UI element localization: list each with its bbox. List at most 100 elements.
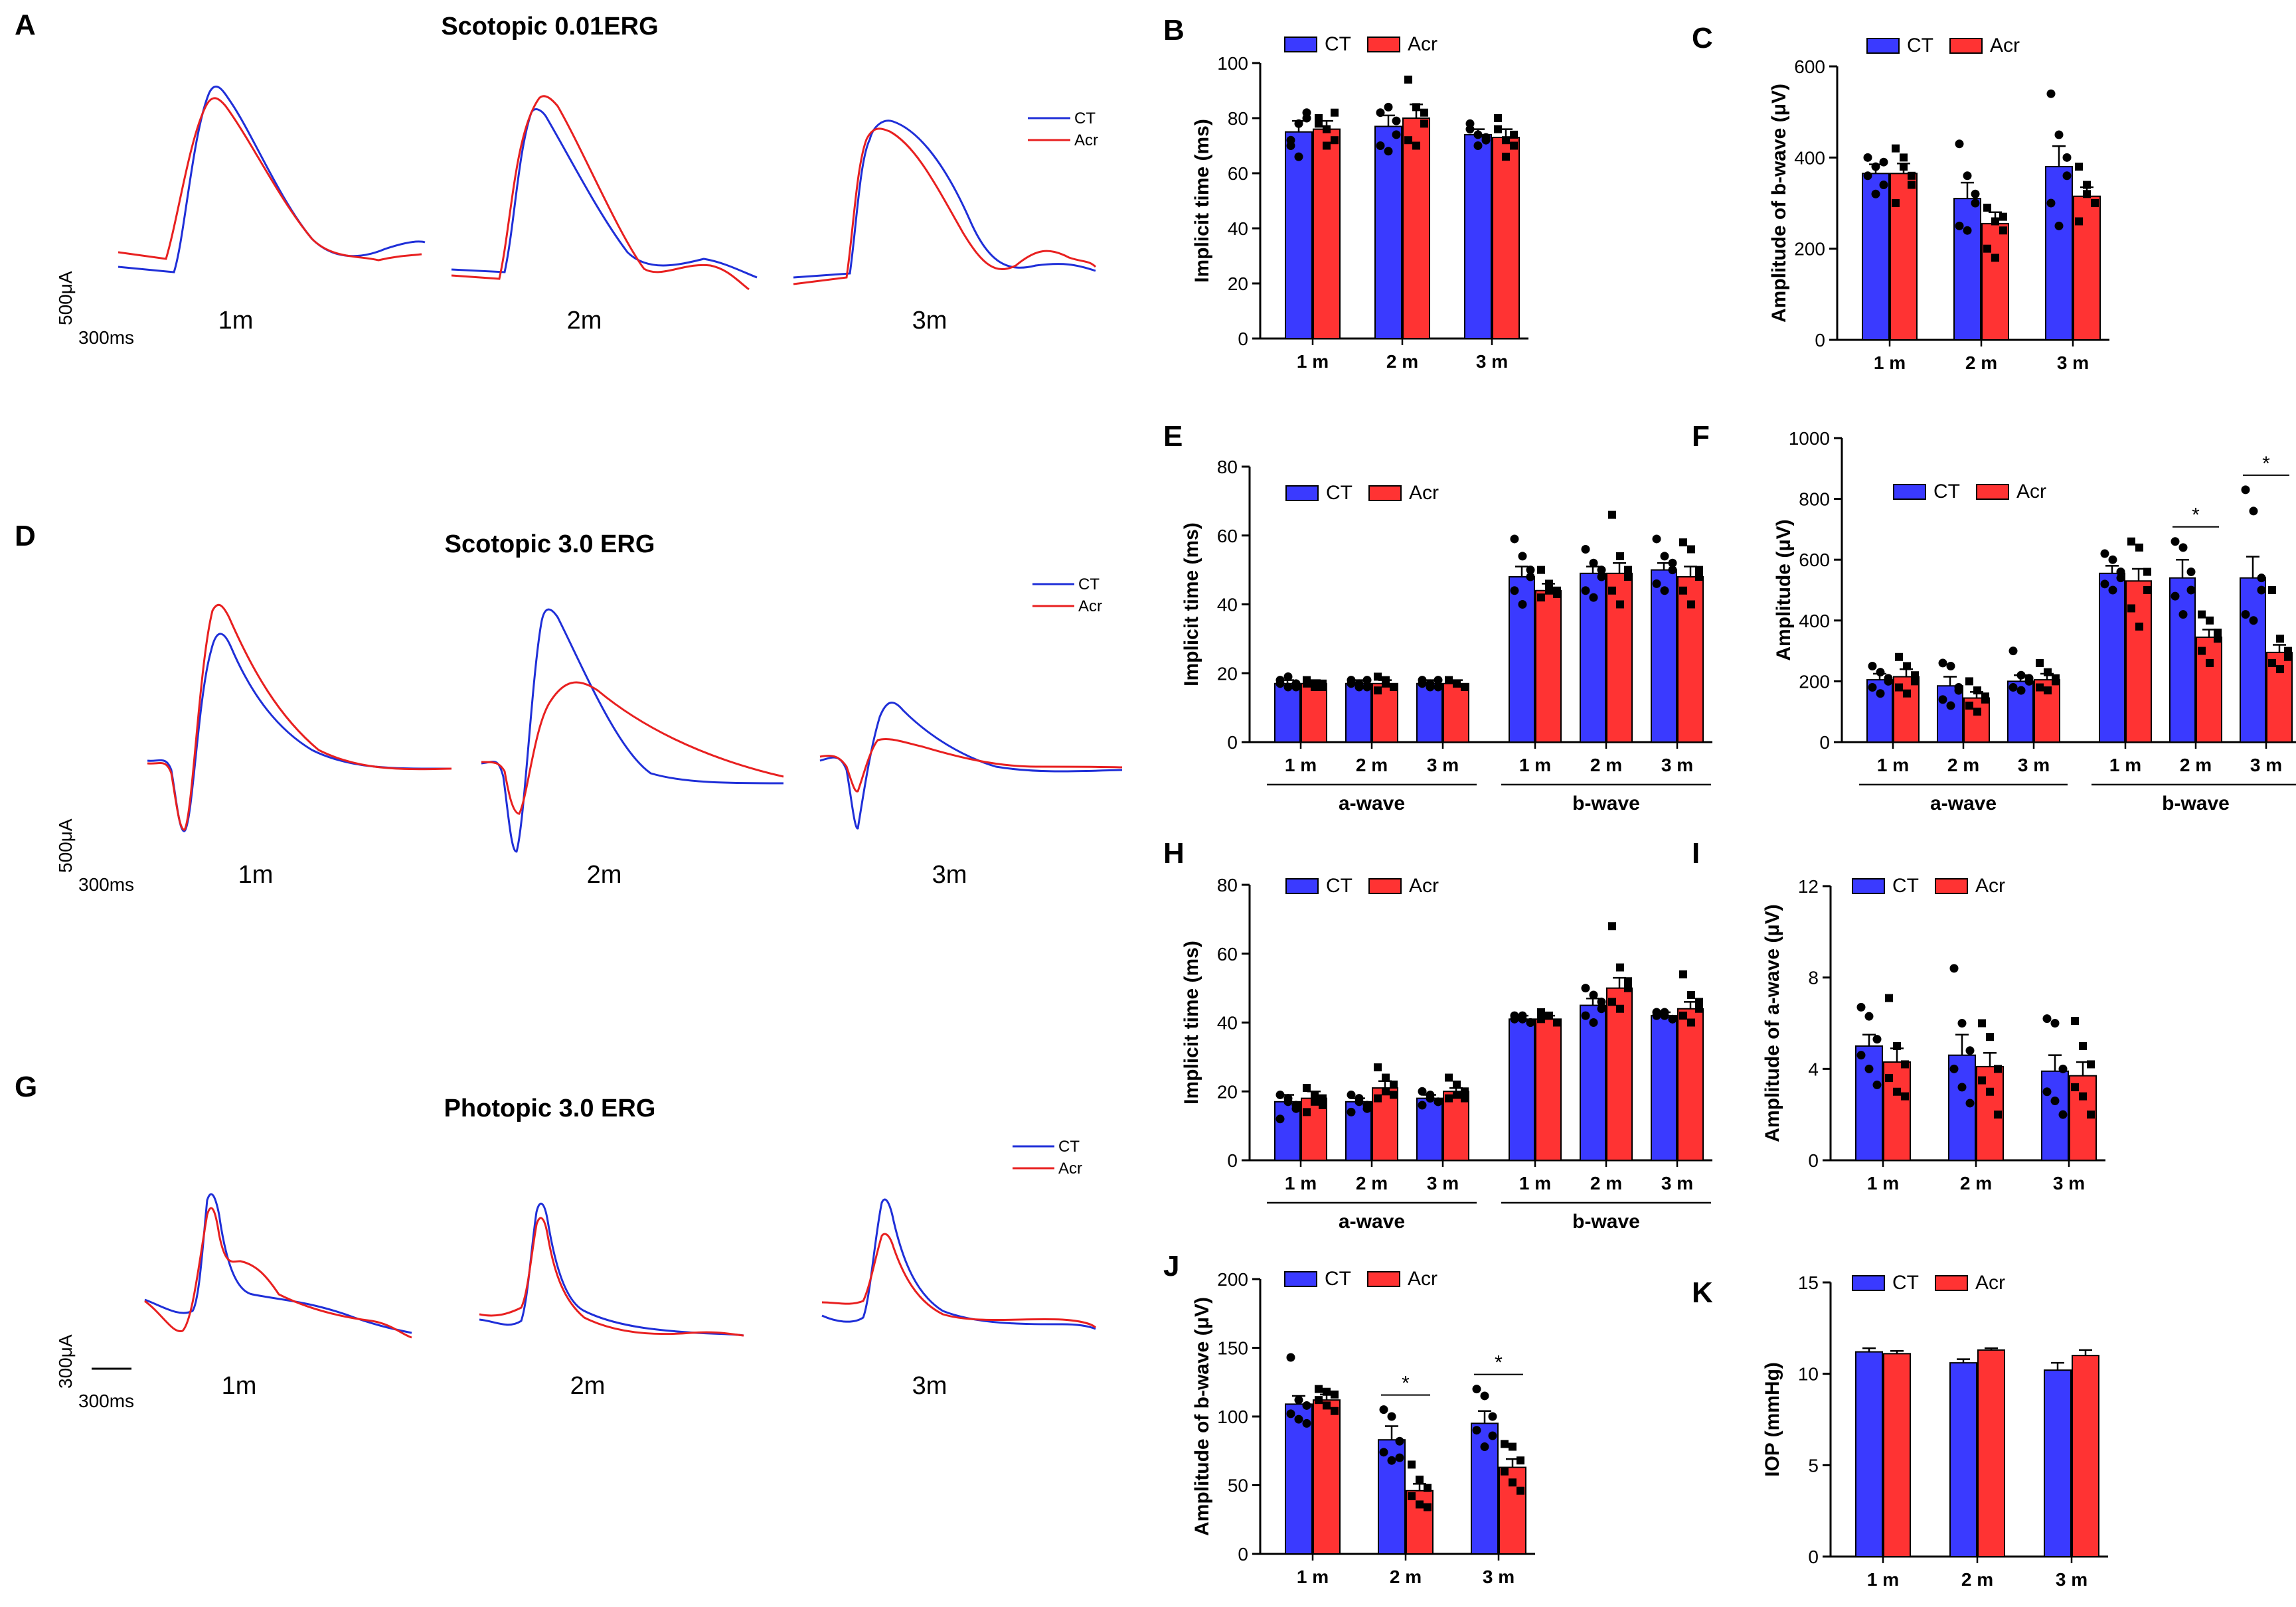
point-acr — [1311, 1091, 1319, 1099]
point-acr — [1616, 963, 1624, 972]
point-ct — [2058, 1110, 2068, 1119]
point-acr — [1382, 1073, 1390, 1082]
point-acr — [2079, 1092, 2087, 1101]
y-axis-label: IOP (mmHg) — [1762, 1362, 1783, 1477]
point-acr — [1983, 203, 1991, 212]
x-tick-label: 1 m — [1874, 352, 1906, 373]
point-acr — [1303, 1108, 1311, 1116]
chart-k-iop: 0 5 10 15 IOP (mmHg) 1 m 2 m 3 m CT Acr — [1762, 1272, 2108, 1590]
point-acr — [1978, 1076, 1986, 1085]
x-tick-label: 1 m — [1867, 1173, 1899, 1193]
x-tick-label: 1 m — [1297, 351, 1329, 372]
trace-g-3m-acr — [821, 1233, 1097, 1329]
chart-f-amplitude: 0 200 400 600 800 1000 Amplitude (μV) 1 m 2 m 3 m… — [1773, 428, 2296, 814]
scale-time-d: 300ms — [78, 874, 134, 895]
point-ct — [1589, 1018, 1598, 1027]
point-acr — [1319, 1094, 1327, 1103]
point-ct — [2050, 1097, 2060, 1106]
point-ct — [2100, 579, 2109, 589]
point-ct — [1488, 1412, 1497, 1421]
point-ct — [1957, 1019, 1967, 1028]
point-ct — [1518, 600, 1527, 609]
point-ct — [2042, 1014, 2052, 1024]
point-acr — [1404, 75, 1412, 84]
legend-swatch-ct — [1852, 1275, 1885, 1291]
point-acr — [1973, 708, 1981, 716]
point-ct — [1286, 135, 1295, 145]
scale-amp-d: 500μA — [55, 818, 76, 873]
point-acr — [1408, 1460, 1416, 1469]
point-ct — [1589, 593, 1598, 602]
point-acr — [1965, 702, 1973, 710]
point-ct — [1949, 964, 1959, 973]
bar-ct — [1953, 198, 1981, 341]
point-ct — [1283, 1094, 1293, 1103]
point-acr — [1983, 244, 1991, 253]
point-acr — [2206, 616, 2214, 625]
point-acr — [1494, 125, 1502, 133]
point-acr — [1994, 1110, 2002, 1119]
point-acr — [1374, 1094, 1382, 1103]
point-acr — [2044, 668, 2052, 676]
point-ct — [2171, 537, 2180, 546]
point-acr — [1999, 212, 2007, 221]
x-tick-label: 1 m — [2109, 755, 2141, 775]
point-acr — [1501, 1440, 1509, 1448]
point-ct — [1347, 1090, 1356, 1099]
x-tick-label: 3 m — [1476, 351, 1508, 372]
point-acr — [2135, 622, 2143, 631]
point-acr — [1315, 119, 1323, 128]
point-ct — [1938, 658, 1947, 668]
bar-acr — [1606, 572, 1633, 743]
y-tick-label: 0 — [1238, 329, 1248, 349]
point-acr — [2198, 647, 2206, 655]
y-tick-label: 0 — [1238, 1544, 1248, 1565]
bar-ct — [2240, 577, 2266, 743]
point-ct — [1362, 1104, 1372, 1113]
point-ct — [1354, 1094, 1364, 1103]
x-tick-label: 1 m — [1519, 1173, 1551, 1193]
point-ct — [2062, 171, 2072, 181]
point-ct — [2257, 585, 2266, 595]
point-ct — [1302, 1418, 1311, 1428]
y-axis-label: Amplitude of b-wave (μV) — [1191, 1297, 1213, 1536]
point-ct — [2100, 549, 2109, 558]
point-acr — [1537, 566, 1545, 574]
point-acr — [1374, 1063, 1382, 1071]
bar-ct — [2045, 166, 2073, 341]
point-ct — [1275, 1114, 1285, 1124]
point-acr — [1545, 1012, 1553, 1020]
point-acr — [1390, 1091, 1398, 1099]
legend-label-acr: Acr — [2016, 481, 2046, 502]
legend-label-ct: CT — [1892, 1272, 1919, 1294]
x-tick-label: 2 m — [1590, 1173, 1622, 1193]
y-tick-label: 0 — [1815, 330, 1825, 350]
point-ct — [1294, 1395, 1303, 1405]
bar-ct — [1651, 569, 1677, 743]
point-ct — [1597, 1004, 1606, 1014]
trace-a-1m-acr — [118, 97, 422, 262]
y-axis-label: Amplitude of b-wave (μV) — [1768, 84, 1790, 323]
x-tick-label: 3 m — [2053, 1173, 2085, 1193]
point-ct — [1581, 545, 1590, 554]
panel-letter-f: F — [1692, 420, 1710, 453]
trace-label-g-1m: 1m — [222, 1372, 257, 1400]
point-ct — [1963, 226, 1972, 235]
point-ct — [1872, 1080, 1882, 1089]
trace-d-1m-acr — [147, 603, 452, 831]
point-acr — [1331, 108, 1339, 117]
point-acr — [2276, 665, 2284, 674]
point-ct — [1347, 679, 1356, 688]
y-tick-label: 60 — [1228, 163, 1248, 184]
point-ct — [1660, 1008, 1669, 1017]
point-ct — [2108, 555, 2117, 564]
point-acr — [1679, 586, 1687, 595]
point-ct — [2186, 568, 2196, 577]
y-tick-label: 200 — [1217, 1269, 1248, 1290]
point-acr — [1900, 153, 1908, 162]
bar-ct — [1651, 1015, 1677, 1161]
y-tick-label: 600 — [1799, 550, 1830, 570]
point-acr — [1553, 589, 1561, 598]
legend-label-acr: Acr — [1409, 875, 1439, 897]
point-ct — [1426, 682, 1435, 692]
